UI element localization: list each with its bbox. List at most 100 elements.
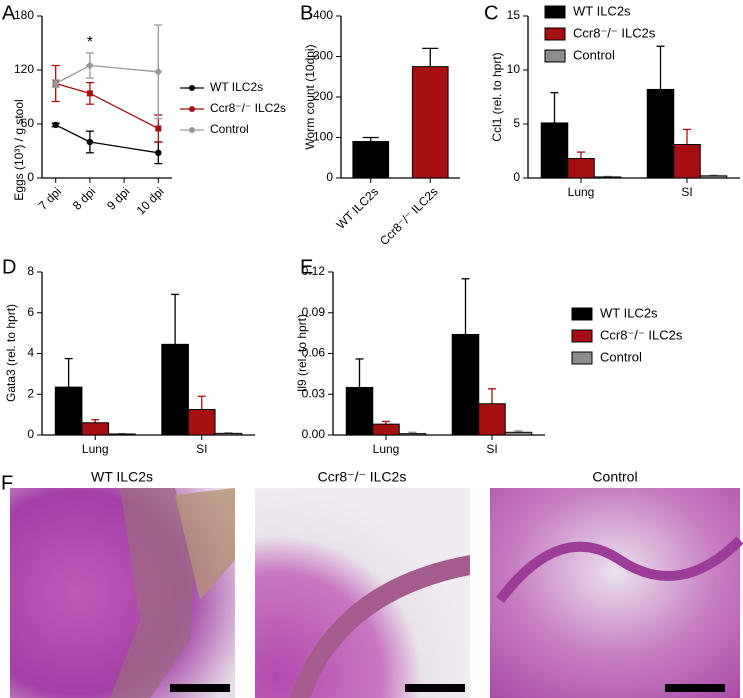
legend-label: Control	[573, 47, 615, 62]
y-tick-label: 6	[27, 305, 34, 319]
y-tick-label: 120	[14, 62, 34, 76]
bar	[372, 423, 400, 436]
micrograph-title: Ccr8⁻/⁻ ILC2s	[318, 469, 407, 485]
x-tick-label: 8 dpi	[70, 184, 98, 212]
micrographs: F WT ILC2s Ccr8⁻/⁻ ILC2s Control	[1, 469, 743, 698]
y-tick-label: 0.06	[302, 346, 326, 360]
legend-marker	[189, 106, 195, 112]
legend-swatch	[571, 307, 593, 321]
legend-label: WT ILC2s	[600, 305, 658, 320]
bar	[345, 386, 374, 436]
error-bar	[422, 47, 439, 67]
micrograph-title: Control	[592, 469, 637, 485]
bar	[540, 122, 569, 179]
y-tick-label: 15	[507, 8, 521, 22]
y-tick-label: 0	[27, 170, 34, 184]
y-tick-label: 300	[313, 49, 333, 63]
x-tick-label: Lung	[373, 442, 400, 456]
marker	[86, 90, 93, 97]
bar	[81, 422, 110, 436]
tissue-band	[496, 536, 743, 604]
bar	[214, 432, 243, 436]
legend-label: Control	[210, 122, 249, 136]
legend-marker	[189, 85, 195, 91]
x-tick-label: Lung	[82, 442, 109, 456]
y-tick-label: 400	[313, 8, 333, 22]
bar	[398, 433, 427, 436]
bar	[54, 386, 83, 436]
x-tick-label: WT ILC2s	[334, 184, 381, 231]
bar	[646, 88, 675, 179]
legend-swatch	[544, 49, 566, 63]
series-line	[55, 64, 159, 85]
y-tick-label: 8	[27, 264, 34, 278]
marker	[85, 61, 94, 70]
legend-label: Ccr8⁻/⁻ ILC2s	[600, 327, 683, 342]
error-bar	[91, 419, 100, 423]
tissue-band	[110, 488, 195, 698]
legend-swatch	[571, 351, 593, 365]
error-bar	[355, 358, 364, 388]
legend-label: WT ILC2s	[210, 80, 263, 94]
y-axis-label: Worm count (10dpi)	[303, 44, 317, 149]
error-bar	[197, 395, 206, 410]
series-line	[55, 124, 159, 154]
y-tick-label: 0	[326, 170, 333, 184]
error-bar	[577, 151, 585, 159]
y-tick-label: 0	[27, 427, 34, 441]
y-tick-label: 60	[21, 116, 35, 130]
error-bar	[64, 357, 73, 388]
panel-label: D	[2, 256, 16, 278]
y-tick-label: 2	[27, 386, 34, 400]
legend-swatch	[571, 329, 593, 343]
y-axis-label: Eggs (10³) / g stool	[12, 99, 26, 200]
error-bar	[656, 45, 665, 90]
annotation: *	[87, 34, 93, 51]
y-tick-label: 10	[507, 62, 521, 76]
y-axis-label: Il9 (rel. to hprt)	[295, 314, 309, 392]
marker	[154, 67, 163, 76]
bar	[504, 431, 533, 436]
y-tick-label: 0.09	[302, 305, 326, 319]
y-tick-label: 5	[513, 116, 520, 130]
legend-marker	[189, 127, 195, 133]
marker	[52, 121, 59, 129]
bar	[161, 343, 189, 436]
x-tick-label: SI	[486, 442, 497, 456]
series-line	[55, 82, 159, 130]
panel-label: A	[2, 2, 16, 24]
x-tick-label: SI	[681, 185, 692, 199]
bar	[699, 175, 728, 179]
bar	[673, 144, 701, 179]
y-tick-label: 100	[313, 130, 333, 144]
legend-label: WT ILC2s	[573, 3, 631, 18]
y-tick-label: 0.00	[302, 427, 326, 441]
panel-label: F	[1, 472, 13, 494]
scale-bar	[405, 684, 465, 692]
marker	[51, 79, 60, 88]
x-tick-label: 10 dpi	[134, 184, 167, 217]
error-bar	[488, 388, 496, 404]
y-tick-label: 0.03	[302, 386, 326, 400]
y-tick-label: 0	[513, 170, 520, 184]
legend-swatch	[544, 27, 566, 41]
panel-label: C	[484, 2, 498, 24]
x-tick-label: Lung	[568, 185, 595, 199]
y-axis-label: Ccl1 (rel. to hprt)	[490, 52, 504, 141]
error-bar	[461, 278, 470, 335]
bar	[108, 433, 136, 436]
x-tick-label: 9 dpi	[104, 184, 132, 212]
x-tick-label: Ccr8⁻/⁻ ILC2s	[377, 184, 441, 248]
legend-swatch	[544, 5, 566, 19]
bar	[411, 66, 449, 179]
panel-label: B	[300, 2, 313, 24]
legend-label: Control	[600, 349, 642, 364]
bar	[567, 158, 595, 179]
y-tick-label: 0.12	[302, 264, 326, 278]
error-bar	[550, 92, 559, 123]
micrograph	[490, 488, 740, 698]
bar	[187, 409, 216, 436]
micrograph-title: WT ILC2s	[91, 469, 153, 485]
error-bar	[362, 136, 379, 142]
